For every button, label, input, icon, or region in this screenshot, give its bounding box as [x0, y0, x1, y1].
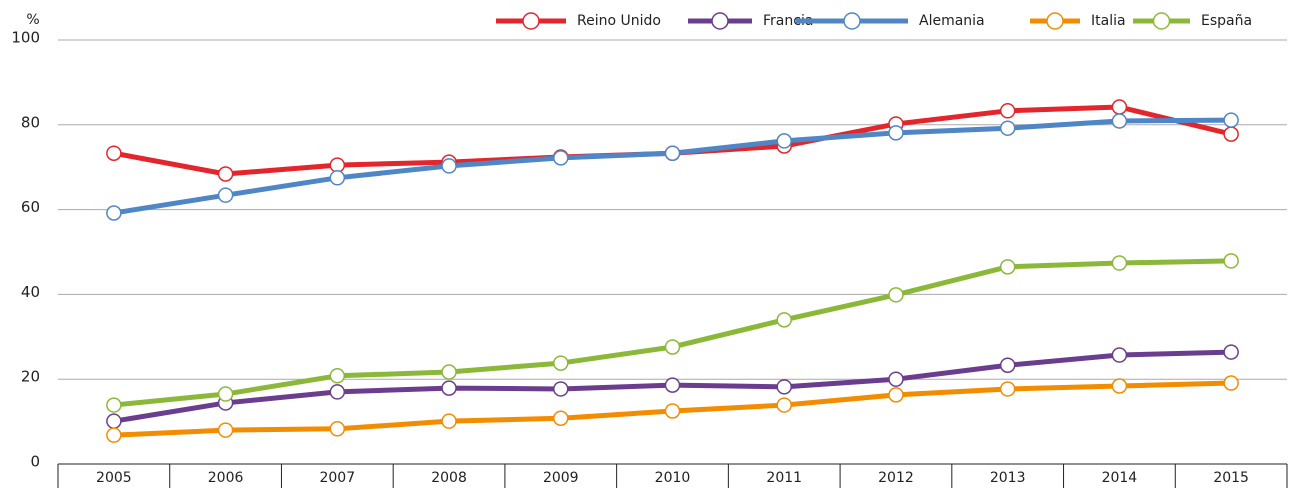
data-point [553, 355, 569, 371]
data-point [1223, 375, 1239, 391]
data-point [776, 397, 792, 413]
legend-marker [1152, 12, 1171, 30]
data-point [1111, 99, 1128, 115]
data-point [329, 421, 346, 437]
data-point [1111, 378, 1128, 394]
data-point [553, 150, 569, 166]
data-point [1223, 253, 1239, 269]
data-point [441, 413, 457, 429]
x-tick-label: 2006 [208, 470, 244, 486]
data-point [776, 133, 792, 149]
data-point [553, 381, 569, 397]
x-tick-label: 2008 [431, 470, 467, 486]
data-point [999, 259, 1016, 275]
data-point [553, 410, 569, 426]
y-tick-label: 60 [21, 198, 40, 216]
data-point [999, 103, 1016, 119]
data-point [999, 357, 1016, 373]
legend-marker [711, 12, 729, 30]
legend-label: Reino Unido [577, 13, 661, 29]
data-point [329, 384, 346, 400]
data-point [106, 205, 122, 221]
series-line [113, 104, 1232, 177]
data-point [1111, 347, 1128, 363]
legend-label: Francia [763, 13, 813, 29]
data-point [664, 403, 681, 419]
legend-marker [522, 12, 540, 30]
data-point [888, 371, 904, 387]
x-tick-label: 2011 [766, 470, 802, 486]
x-tick-label: 2015 [1213, 470, 1249, 486]
data-point [776, 312, 792, 328]
data-point [106, 413, 122, 429]
legend-marker [1046, 12, 1064, 30]
data-point [664, 145, 681, 161]
x-tick-label: 2009 [543, 470, 579, 486]
y-tick-label: 100 [11, 29, 40, 47]
data-point [441, 364, 457, 380]
data-point [664, 339, 681, 355]
x-tick-label: 2010 [655, 470, 691, 486]
data-point [1111, 255, 1128, 271]
data-point [329, 170, 346, 186]
data-point [1223, 344, 1239, 360]
data-point [1223, 126, 1239, 142]
x-tick-label: 2005 [96, 470, 132, 486]
data-point [441, 380, 457, 396]
data-point [217, 386, 234, 402]
data-point [106, 397, 122, 413]
data-point [776, 379, 792, 395]
data-point [217, 422, 234, 438]
x-tick-label: 2014 [1102, 470, 1138, 486]
x-tick-label: 2007 [319, 470, 355, 486]
data-point [888, 287, 904, 303]
data-point [888, 125, 904, 141]
data-point [217, 166, 234, 182]
y-tick-label: 0 [30, 453, 40, 471]
data-point [441, 158, 457, 174]
y-tick-label: 80 [21, 113, 40, 131]
x-tick-label: 2012 [878, 470, 914, 486]
data-point [1111, 113, 1128, 129]
series-line [113, 117, 1232, 216]
legend-label: Italia [1091, 13, 1126, 29]
data-point [664, 377, 681, 393]
y-tick-label: 20 [21, 368, 40, 386]
data-point [106, 427, 122, 443]
legend-marker [843, 12, 861, 30]
data-point [999, 381, 1016, 397]
x-tick-label: 2013 [990, 470, 1026, 486]
legend-label: España [1201, 13, 1252, 29]
data-point [329, 157, 346, 173]
y-tick-label: 40 [21, 283, 40, 301]
legend-label: Alemania [919, 13, 985, 29]
unit-label: % [26, 12, 39, 28]
data-point [999, 120, 1016, 136]
data-point [217, 187, 234, 203]
data-point [106, 145, 122, 161]
data-point [1223, 112, 1239, 128]
data-point [888, 387, 904, 403]
data-point [329, 368, 346, 384]
